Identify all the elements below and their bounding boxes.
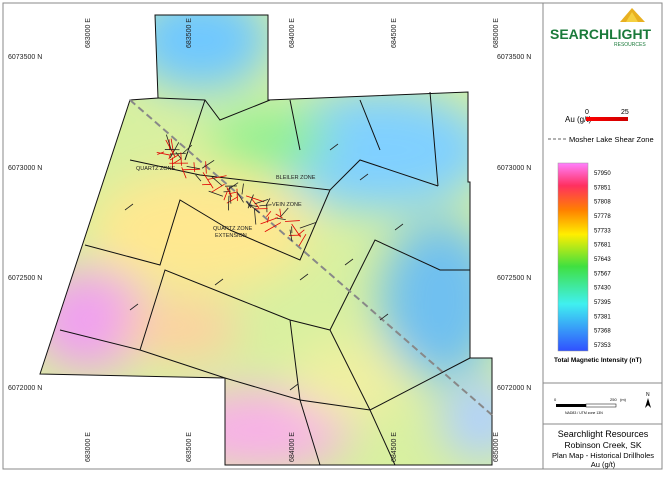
easting-label: 684500 E <box>391 432 398 462</box>
company: Searchlight Resources <box>558 429 649 439</box>
au-max: 25 <box>621 109 629 116</box>
tmi-scale-value: 57950 <box>594 171 611 177</box>
scale-end: 250 <box>610 397 617 402</box>
project: Robinson Creek, SK <box>564 440 641 450</box>
map-shape <box>90 170 310 290</box>
map-shape <box>210 110 330 170</box>
tmi-scale-value: 57353 <box>594 343 611 349</box>
easting-label: 684000 E <box>289 18 296 48</box>
au-bar <box>586 117 628 121</box>
zone-label: VEIN ZONE <box>272 202 302 208</box>
northing-label: 6073000 N <box>497 165 531 172</box>
drillhole <box>228 196 229 211</box>
tmi-scale-title: Total Magnetic Intensity (nT) <box>554 357 642 364</box>
tmi-scale-value: 57643 <box>594 257 611 263</box>
map-shape <box>586 404 616 407</box>
map-title: Plan Map - Historical Drillholes <box>552 451 654 460</box>
zone-label: QUARTZ ZONE <box>213 226 253 232</box>
zone-label: BLEILER ZONE <box>276 175 316 181</box>
au-min: 0 <box>585 109 589 116</box>
tmi-scale-value: 57381 <box>594 314 611 320</box>
easting-label: 685000 E <box>493 18 500 48</box>
tmi-scale-value: 57681 <box>594 243 611 249</box>
tmi-scale-value: 57567 <box>594 271 611 277</box>
easting-label: 684500 E <box>391 18 398 48</box>
easting-label: 684000 E <box>289 432 296 462</box>
zone-label: EXTENSION <box>215 233 247 239</box>
northing-label: 6073500 N <box>8 54 42 61</box>
map-shape <box>556 404 586 407</box>
tmi-scale-value: 57733 <box>594 228 611 234</box>
shear-legend-label: Mosher Lake Shear Zone <box>569 135 654 144</box>
northing-label: 6072500 N <box>497 275 531 282</box>
north-label: N <box>646 392 650 398</box>
logo-name: SEARCHLIGHT <box>550 26 652 42</box>
map-shape <box>120 300 240 360</box>
variable: Au (g/t) <box>591 460 616 469</box>
northing-label: 6072000 N <box>497 385 531 392</box>
easting-label: 683000 E <box>85 18 92 48</box>
northing-label: 6073500 N <box>497 54 531 61</box>
zone-label: QUARTZ ZONE <box>136 166 176 172</box>
northing-label: 6072500 N <box>8 275 42 282</box>
easting-label: 683000 E <box>85 432 92 462</box>
map-shape <box>290 340 410 420</box>
northing-label: 6073000 N <box>8 165 42 172</box>
tmi-scale-value: 57778 <box>594 214 611 220</box>
tmi-scale-bar <box>558 163 588 351</box>
easting-label: 683500 E <box>186 432 193 462</box>
easting-label: 685000 E <box>493 432 500 462</box>
tmi-scale-value: 57808 <box>594 200 611 206</box>
scale-unit: (m) <box>620 397 627 402</box>
logo-sub: RESOURCES <box>614 42 646 48</box>
tmi-scale-value: 57395 <box>594 300 611 306</box>
datum: NAD83 / UTM zone 13N <box>565 411 603 415</box>
tmi-scale-value: 57851 <box>594 185 611 191</box>
easting-label: 683500 E <box>186 18 193 48</box>
northing-label: 6072000 N <box>8 385 42 392</box>
tmi-scale-value: 57430 <box>594 286 611 292</box>
tmi-scale-value: 57368 <box>594 329 611 335</box>
